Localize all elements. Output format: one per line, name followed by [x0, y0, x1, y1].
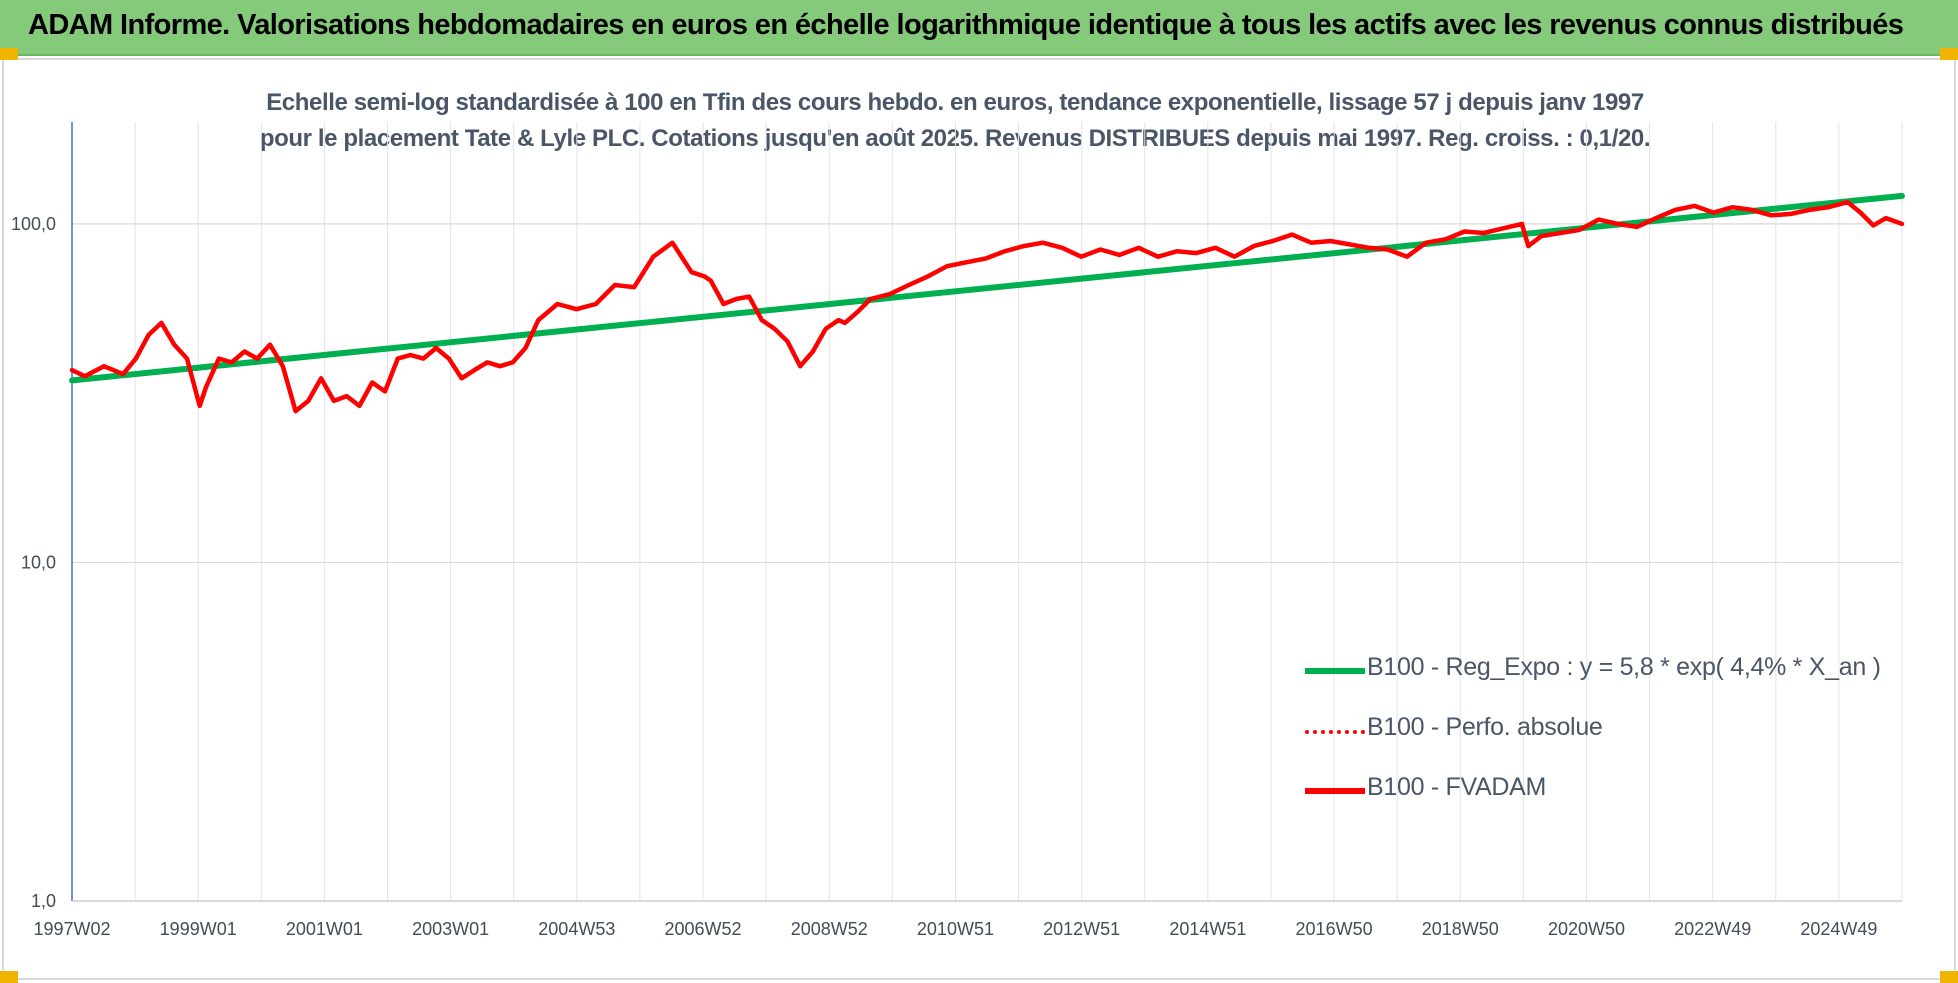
- legend-swatch-red-line: [1305, 788, 1365, 794]
- x-tick-label: 2001W01: [286, 919, 363, 939]
- axes: [71, 122, 1902, 902]
- legend-label-perfo: B100 - Perfo. absolue: [1367, 713, 1603, 741]
- legend-item-fvadam: B100 - FVADAM: [1305, 770, 1945, 830]
- legend-item-regression: B100 - Reg_Expo : y = 5,8 * exp( 4,4% * …: [1305, 650, 1945, 710]
- series-lines: [69, 192, 1905, 414]
- x-tick-label: 2022W49: [1674, 919, 1751, 939]
- x-tick-label: 2014W51: [1169, 919, 1246, 939]
- x-tick-label: 2012W51: [1043, 919, 1120, 939]
- y-tick-label: 1,0: [31, 891, 56, 911]
- corner-marker-bottom-left: [0, 971, 18, 983]
- legend-label-fvadam: B100 - FVADAM: [1367, 773, 1547, 801]
- x-tick-label: 2006W52: [665, 919, 742, 939]
- x-tick-label: 2010W51: [917, 919, 994, 939]
- chart-frame: [2, 58, 1956, 980]
- title-banner: ADAM Informe. Valorisations hebdomadaire…: [0, 0, 1958, 56]
- y-tick-label: 100,0: [11, 214, 56, 234]
- fvadam-line: [69, 199, 1905, 414]
- legend: B100 - Reg_Expo : y = 5,8 * exp( 4,4% * …: [1305, 650, 1945, 830]
- x-tick-label: 2004W53: [538, 919, 615, 939]
- x-tick-label: 2016W50: [1296, 919, 1373, 939]
- legend-item-perfo: B100 - Perfo. absolue: [1305, 710, 1945, 770]
- x-tick-label: 1997W02: [33, 919, 110, 939]
- legend-label-regression: B100 - Reg_Expo : y = 5,8 * exp( 4,4% * …: [1367, 653, 1881, 681]
- corner-marker-top-left: [0, 48, 18, 60]
- regression-line: [69, 192, 1905, 384]
- x-tick-label: 2003W01: [412, 919, 489, 939]
- legend-swatch-red-dotted: [1305, 730, 1365, 734]
- corner-marker-bottom-right: [1940, 971, 1958, 983]
- legend-swatch-green-line: [1305, 668, 1365, 674]
- x-tick-label: 2008W52: [791, 919, 868, 939]
- gridlines: [71, 122, 1903, 902]
- banner-title: ADAM Informe. Valorisations hebdomadaire…: [28, 9, 1904, 41]
- y-tick-label: 10,0: [21, 552, 56, 572]
- corner-marker-top-right: [1940, 48, 1958, 60]
- x-tick-label: 2024W49: [1800, 919, 1877, 939]
- x-tick-label: 2020W50: [1548, 919, 1625, 939]
- tick-labels: 1,0 10,0 100,0 1997W02 1999W01 2001W01 2003W01…: [11, 214, 1877, 939]
- x-tick-label: 1999W01: [160, 919, 237, 939]
- x-tick-label: 2018W50: [1422, 919, 1499, 939]
